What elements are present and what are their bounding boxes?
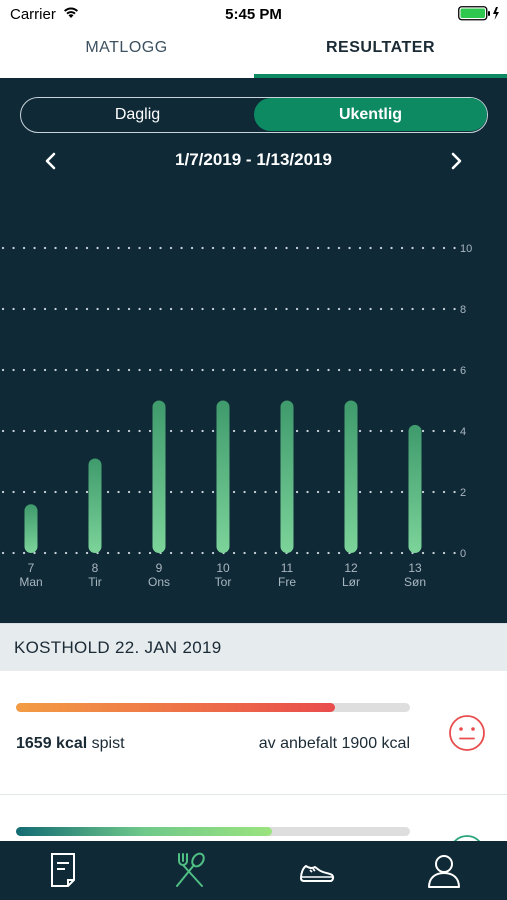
results-panel: Daglig Ukentlig 1/7/2019 - 1/13/2019 0 2 4… [0,78,507,623]
x-day-label: Ons [148,575,170,589]
tab-profile[interactable] [381,841,507,900]
tab-resultater[interactable]: RESULTATER [326,39,435,56]
active-tab-indicator [254,74,507,78]
bar-Tir[interactable] [88,458,102,553]
x-day-label: Tor [215,575,232,589]
tab-matlogg[interactable]: MATLOGG [85,39,168,56]
tab-activity[interactable] [254,841,381,900]
calorie-progress-fill [16,703,336,712]
bar-Fre[interactable] [280,400,294,554]
x-day-label: Fre [278,575,296,589]
nutrition-progress-fill [16,827,273,836]
calorie-progress-bar [16,703,410,712]
x-day-label: Søn [404,575,426,589]
calorie-card[interactable]: 1659 kcal spist av anbefalt 1900 kcal [0,671,507,795]
top-tabs: MATLOGG RESULTATER [0,28,507,78]
x-day-label: Man [19,575,42,589]
tab-log[interactable] [0,841,127,900]
calories-eaten-suffix: spist [91,735,125,752]
y-tick-label: 2 [460,487,466,499]
x-tick-label: 7 [28,561,35,575]
calories-eaten-value: 1659 kcal [16,735,88,752]
segment-weekly[interactable]: Ukentlig [254,98,487,131]
y-tick-label: 10 [460,243,472,255]
status-circle-icon [453,835,481,841]
bar-Søn[interactable] [408,424,422,553]
x-tick-label: 12 [344,561,358,575]
shoe-icon [300,865,335,882]
bar-Man[interactable] [24,504,38,553]
profile-icon [428,855,460,888]
date-range-label: 1/7/2019 - 1/13/2019 [175,150,332,169]
nutrition-progress-bar [16,827,410,836]
status-time: 5:45 PM [225,6,282,23]
calories-eaten: 1659 kcal spist [16,735,125,753]
log-icon [51,853,75,887]
period-segment-control: Daglig Ukentlig [20,97,488,133]
nutrition-card[interactable] [0,796,507,841]
neutral-face-icon [449,715,485,751]
section-header: KOSTHOLD 22. JAN 2019 [0,623,507,671]
wifi-icon [64,7,78,18]
status-bar: Carrier 5:45 PM [0,0,507,28]
x-tick-label: 8 [92,561,99,575]
y-tick-label: 0 [460,548,466,560]
calories-recommended: av anbefalt 1900 kcal [258,735,410,752]
bar-Lør[interactable] [344,400,358,554]
carrier-label: Carrier [10,6,56,23]
x-tick-label: 10 [216,561,230,575]
y-tick-label: 4 [460,426,466,438]
chevron-right-icon[interactable] [445,150,467,172]
battery-icon [458,6,499,21]
x-day-label: Tir [88,575,102,589]
x-day-label: Lør [342,575,360,589]
x-tick-label: 11 [281,561,294,575]
x-tick-label: 13 [408,561,422,575]
y-tick-label: 8 [460,304,466,316]
chevron-left-icon[interactable] [40,150,62,172]
x-tick-label: 9 [156,561,163,575]
bar-Tor[interactable] [216,400,230,554]
date-navigator: 1/7/2019 - 1/13/2019 [0,148,507,174]
segment-daily[interactable]: Daglig [114,106,161,123]
tab-food[interactable] [127,841,254,900]
section-title: KOSTHOLD 22. JAN 2019 [14,638,222,657]
bottom-tab-bar [0,841,507,900]
food-icon [176,852,205,887]
bar-Ons[interactable] [152,400,166,554]
y-tick-label: 6 [460,365,466,377]
